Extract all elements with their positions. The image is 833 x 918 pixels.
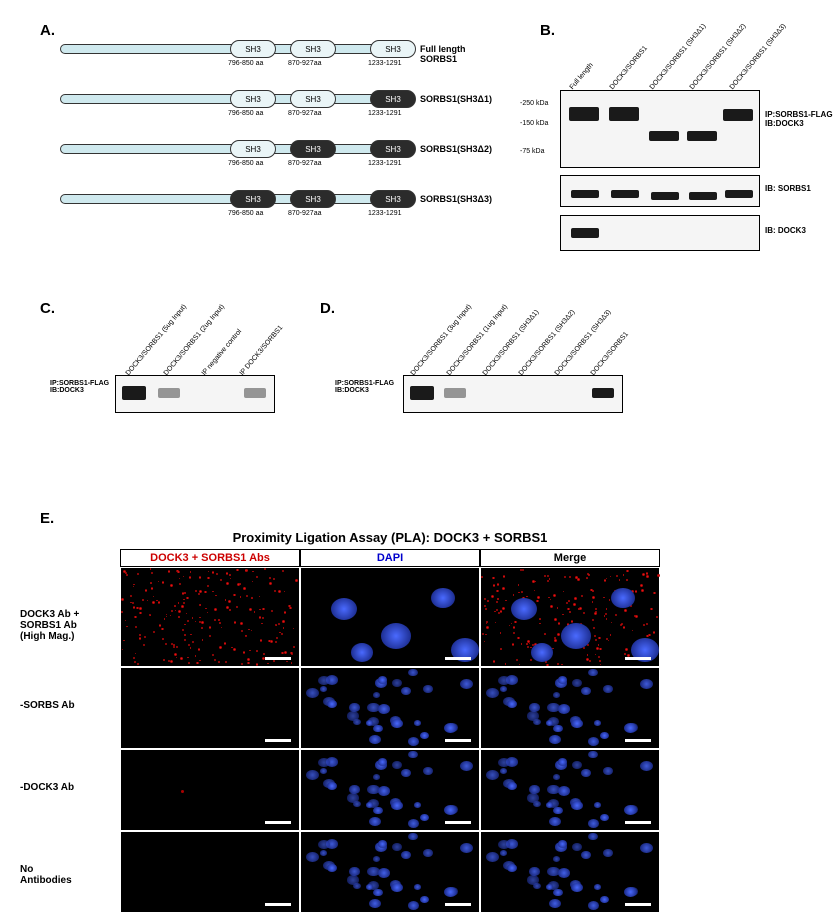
lane-label: DOCK3/SORBS1 (3ug Input) bbox=[410, 303, 473, 377]
aa-label: 796-850 aa bbox=[228, 210, 263, 217]
scale-bar bbox=[445, 739, 471, 742]
sh3-domain: SH3 bbox=[290, 40, 336, 58]
panel-e-label: E. bbox=[40, 510, 54, 527]
aa-label: 870-927aa bbox=[288, 110, 321, 117]
mw-75: -75 kDa bbox=[520, 148, 545, 155]
panel-a-label: A. bbox=[40, 22, 55, 39]
microscopy-image bbox=[300, 831, 480, 913]
blot-b1 bbox=[560, 90, 760, 168]
lane-label: DOCK3/SORBS1 (1ug Input) bbox=[446, 303, 509, 377]
construct-name: SORBS1(SH3Δ2) bbox=[420, 144, 492, 154]
pla-row-label: No Antibodies bbox=[20, 864, 116, 886]
aa-label: 796-850 aa bbox=[228, 60, 263, 67]
scale-bar bbox=[625, 903, 651, 906]
pla-column-header: DAPI bbox=[300, 549, 480, 567]
microscopy-image bbox=[480, 567, 660, 667]
sh3-domain: SH3 bbox=[230, 40, 276, 58]
pla-row-label: DOCK3 Ab + SORBS1 Ab (High Mag.) bbox=[20, 609, 116, 642]
panel-e-container: Proximity Ligation Assay (PLA): DOCK3 + … bbox=[120, 530, 660, 913]
blot-b1-label: IP:SORBS1-FLAG IB:DOCK3 bbox=[765, 110, 833, 128]
sh3-domain: SH3 bbox=[370, 140, 416, 158]
pla-title: Proximity Ligation Assay (PLA): DOCK3 + … bbox=[120, 530, 660, 545]
lane-label: IP DOCK3/SORBS1 bbox=[239, 324, 285, 377]
aa-label: 870-927aa bbox=[288, 160, 321, 167]
construct-row: SH3796-850 aaSH3870-927aaSH31233-1291SOR… bbox=[60, 140, 480, 180]
scale-bar bbox=[625, 739, 651, 742]
construct-name: SORBS1(SH3Δ1) bbox=[420, 94, 492, 104]
sh3-domain: SH3 bbox=[290, 90, 336, 108]
panel-c-label: C. bbox=[40, 300, 55, 317]
aa-label: 1233-1291 bbox=[368, 160, 401, 167]
aa-label: 870-927aa bbox=[288, 60, 321, 67]
microscopy-image bbox=[480, 831, 660, 913]
scale-bar bbox=[265, 739, 291, 742]
construct-name: Full length SORBS1 bbox=[420, 44, 480, 64]
blot-b3-label: IB: DOCK3 bbox=[765, 226, 806, 235]
scale-bar bbox=[265, 821, 291, 824]
blot-b2 bbox=[560, 175, 760, 207]
construct-row: SH3796-850 aaSH3870-927aaSH31233-1291SOR… bbox=[60, 90, 480, 130]
microscopy-image bbox=[300, 749, 480, 831]
aa-label: 1233-1291 bbox=[368, 110, 401, 117]
microscopy-image bbox=[480, 667, 660, 749]
scale-bar bbox=[445, 821, 471, 824]
lane-label: Full length bbox=[569, 62, 595, 91]
blot-b2-label: IB: SORBS1 bbox=[765, 184, 811, 193]
panel-d-label: D. bbox=[320, 300, 335, 317]
panel-a-diagram: SH3 796-850 aa SH3 870-927aa SH3 1233-1291 Ful… bbox=[60, 40, 480, 240]
panel-b-label: B. bbox=[540, 22, 555, 39]
lane-label: DOCK3/SORBS1 (5ug Input) bbox=[125, 303, 188, 377]
microscopy-image bbox=[300, 567, 480, 667]
microscopy-image bbox=[120, 667, 300, 749]
aa-label: 796-850 aa bbox=[228, 110, 263, 117]
lane-label: DOCK3/SORBS1 bbox=[609, 45, 649, 91]
microscopy-image bbox=[120, 567, 300, 667]
lane-label: IP negative control bbox=[201, 328, 244, 377]
blot-c bbox=[115, 375, 275, 413]
pla-column-header: Merge bbox=[480, 549, 660, 567]
blot-d-label: IP:SORBS1-FLAG IB:DOCK3 bbox=[335, 380, 400, 394]
scale-bar bbox=[625, 657, 651, 660]
sh3-domain: SH3 bbox=[370, 190, 416, 208]
sh3-domain: SH3 bbox=[230, 140, 276, 158]
pla-row-label: -SORBS Ab bbox=[20, 700, 116, 711]
microscopy-image bbox=[480, 749, 660, 831]
scale-bar bbox=[445, 903, 471, 906]
microscopy-image bbox=[300, 667, 480, 749]
scale-bar bbox=[625, 821, 651, 824]
blot-d bbox=[403, 375, 623, 413]
aa-label: 796-850 aa bbox=[228, 160, 263, 167]
scale-bar bbox=[445, 657, 471, 660]
lane-label: DOCK3/SORBS1 bbox=[590, 331, 630, 377]
microscopy-image bbox=[120, 749, 300, 831]
sh3-domain: SH3 bbox=[370, 40, 416, 58]
construct-row: SH3 796-850 aa SH3 870-927aa SH3 1233-1291 Ful… bbox=[60, 40, 480, 80]
sh3-domain: SH3 bbox=[290, 140, 336, 158]
mw-250: -250 kDa bbox=[520, 100, 548, 107]
sh3-domain: SH3 bbox=[290, 190, 336, 208]
microscopy-image bbox=[120, 831, 300, 913]
construct-name: SORBS1(SH3Δ3) bbox=[420, 194, 492, 204]
pla-row-label: -DOCK3 Ab bbox=[20, 782, 116, 793]
sh3-domain: SH3 bbox=[230, 90, 276, 108]
mw-150: -150 kDa bbox=[520, 120, 548, 127]
scale-bar bbox=[265, 903, 291, 906]
blot-b3 bbox=[560, 215, 760, 251]
aa-label: 1233-1291 bbox=[368, 210, 401, 217]
sh3-domain: SH3 bbox=[230, 190, 276, 208]
aa-label: 870-927aa bbox=[288, 210, 321, 217]
scale-bar bbox=[265, 657, 291, 660]
construct-row: SH3796-850 aaSH3870-927aaSH31233-1291SOR… bbox=[60, 190, 480, 230]
aa-label: 1233-1291 bbox=[368, 60, 401, 67]
pla-column-header: DOCK3 + SORBS1 Abs bbox=[120, 549, 300, 567]
sh3-domain: SH3 bbox=[370, 90, 416, 108]
blot-c-label: IP:SORBS1-FLAG IB:DOCK3 bbox=[50, 380, 115, 394]
